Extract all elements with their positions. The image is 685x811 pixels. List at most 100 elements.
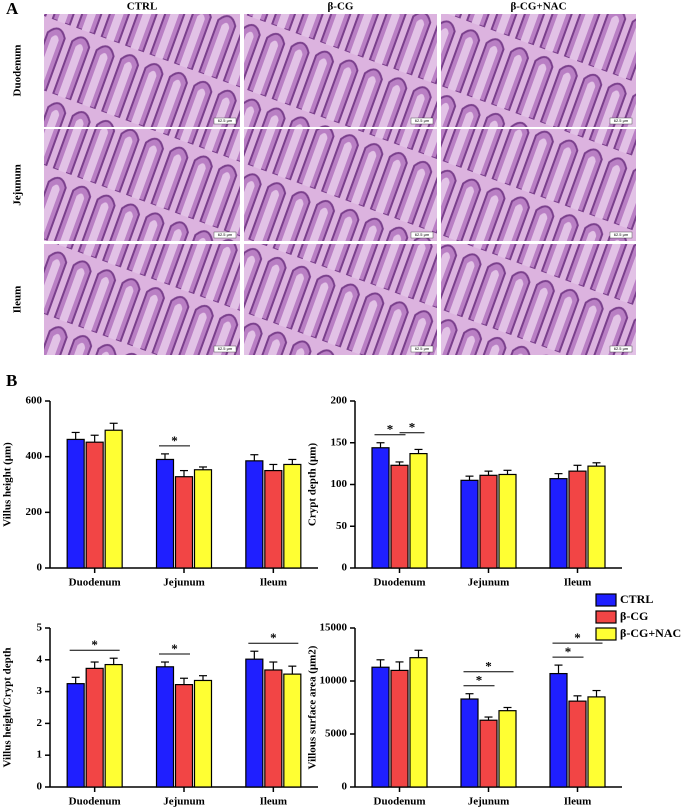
y-tick-label: 4 xyxy=(37,653,43,665)
histology-image xyxy=(44,14,240,127)
bar xyxy=(155,666,175,788)
scale-bar-box xyxy=(410,345,434,353)
bar xyxy=(498,473,517,569)
scale-bar-box xyxy=(213,117,237,125)
scale-bar-label: 62.5 μm xyxy=(415,346,430,351)
bar xyxy=(371,666,390,788)
bar xyxy=(174,684,194,788)
bar xyxy=(264,469,283,569)
scale-bar-label: 62.5 μm xyxy=(614,346,629,351)
significance-label: * xyxy=(476,673,483,688)
bar xyxy=(283,463,302,569)
scale-bar-label: 62.5 μm xyxy=(415,118,430,123)
y-tick-label: 5 xyxy=(37,622,43,634)
histology-image xyxy=(44,244,240,355)
histology-image xyxy=(441,244,636,355)
bar xyxy=(85,441,104,569)
significance-label: * xyxy=(409,420,416,435)
legend-swatch xyxy=(595,593,617,607)
bar xyxy=(479,719,498,788)
significance-label: * xyxy=(485,659,492,674)
scale-bar-box xyxy=(213,345,237,353)
x-tick-label: Ileum xyxy=(260,577,288,589)
x-tick-label: Ileum xyxy=(564,796,592,808)
y-tick-label: 200 xyxy=(26,506,43,518)
row-label: Jejunum xyxy=(12,164,24,206)
bar xyxy=(104,663,123,788)
bar xyxy=(460,479,479,569)
y-axis-label: Villous surface area (μm2) xyxy=(307,645,319,769)
panel-label: A xyxy=(6,0,19,18)
y-tick-label: 600 xyxy=(26,395,43,407)
legend-label: CTRL xyxy=(620,592,653,606)
significance-label: * xyxy=(171,641,178,656)
y-tick-label: 0 xyxy=(342,562,348,574)
row-label: Ileum xyxy=(12,286,24,314)
histology-image xyxy=(441,129,636,241)
x-tick-label: Ileum xyxy=(260,796,288,808)
y-tick-label: 15000 xyxy=(320,622,348,634)
y-tick-label: 2 xyxy=(37,717,43,729)
bar xyxy=(390,464,409,569)
y-tick-label: 0 xyxy=(37,781,43,793)
bar xyxy=(371,447,390,569)
bar xyxy=(409,657,428,788)
x-tick-label: Jejunum xyxy=(468,796,510,808)
histology-image xyxy=(441,14,636,127)
bar xyxy=(66,438,85,569)
y-tick-label: 200 xyxy=(331,395,348,407)
column-header: β-CG+NAC xyxy=(510,1,566,13)
y-tick-label: 0 xyxy=(342,781,348,793)
y-axis-label: Villus height/Crypt depth xyxy=(2,647,14,767)
y-tick-label: 400 xyxy=(26,450,43,462)
bar xyxy=(568,470,587,569)
bar xyxy=(193,679,213,788)
histology-image xyxy=(244,14,437,127)
bar xyxy=(193,469,213,569)
y-tick-label: 3 xyxy=(37,685,43,697)
bar xyxy=(66,683,85,788)
bar xyxy=(390,669,409,788)
significance-label: * xyxy=(574,630,581,645)
scale-bar-label: 62.5 μm xyxy=(614,118,629,123)
scale-bar-box xyxy=(410,231,434,239)
x-tick-label: Duodenum xyxy=(374,796,426,808)
column-header: β-CG xyxy=(328,1,354,13)
scale-bar-label: 62.5 μm xyxy=(614,232,629,237)
bar xyxy=(155,458,175,569)
column-header: CTRL xyxy=(127,1,158,13)
bar xyxy=(568,700,587,788)
bar xyxy=(174,476,194,569)
legend-swatch xyxy=(595,627,617,641)
y-tick-label: 0 xyxy=(37,562,43,574)
bar xyxy=(587,465,606,569)
y-tick-label: 150 xyxy=(331,436,348,448)
bar xyxy=(245,658,264,788)
bar xyxy=(85,667,104,788)
bar xyxy=(460,698,479,788)
scale-bar-label: 62.5 μm xyxy=(218,232,233,237)
bar xyxy=(409,453,428,569)
significance-label: * xyxy=(171,433,178,448)
x-tick-label: Jejunum xyxy=(163,577,205,589)
x-tick-label: Jejunum xyxy=(163,796,205,808)
y-axis-label: Villus height (μm) xyxy=(2,442,14,527)
x-tick-label: Jejunum xyxy=(468,577,510,589)
histology-image xyxy=(244,129,437,241)
significance-label: * xyxy=(387,422,394,437)
y-tick-label: 50 xyxy=(336,520,348,532)
row-label: Duodenum xyxy=(12,45,24,97)
bar xyxy=(498,710,517,788)
x-tick-label: Duodenum xyxy=(374,577,426,589)
scale-bar-label: 62.5 μm xyxy=(218,118,233,123)
y-axis-label: Crypt depth (μm) xyxy=(307,443,319,527)
scale-bar-box xyxy=(609,117,633,125)
scale-bar-box xyxy=(609,231,633,239)
bar xyxy=(549,672,568,788)
bar xyxy=(549,478,568,569)
significance-label: * xyxy=(270,630,277,645)
y-tick-label: 5000 xyxy=(325,728,348,740)
histology-image xyxy=(244,244,437,355)
